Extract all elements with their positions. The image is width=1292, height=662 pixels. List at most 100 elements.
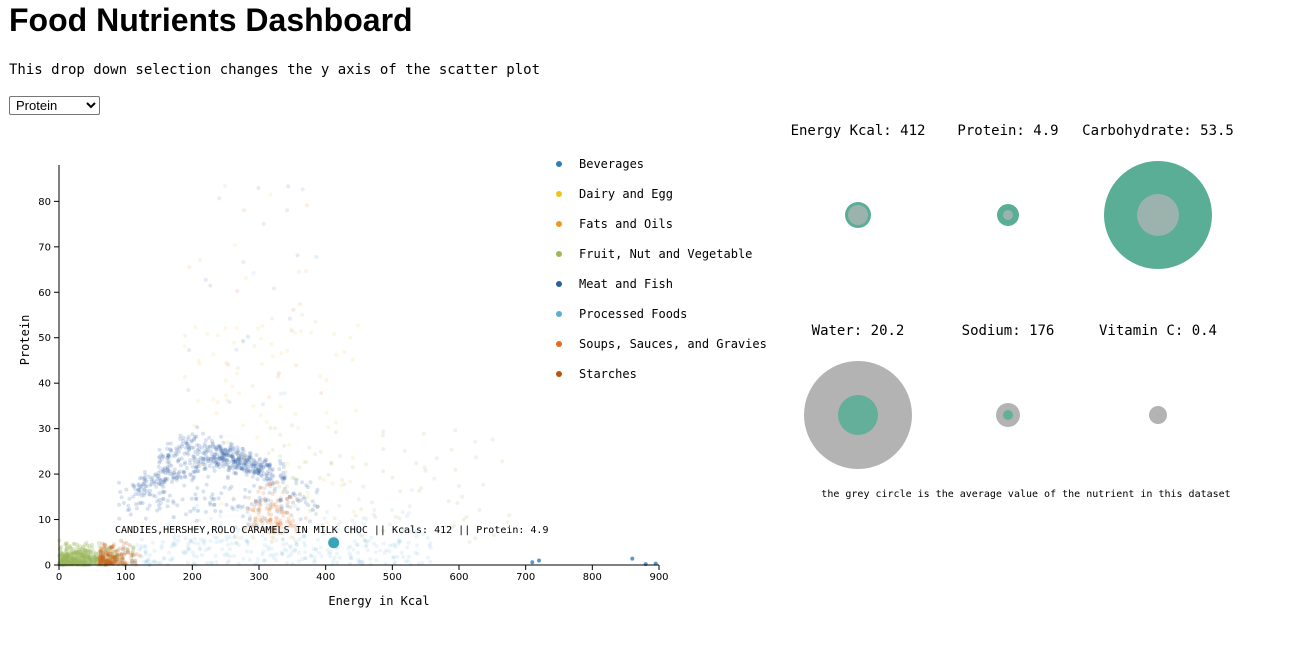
nutrient-bubble-group: Sodium: 176 [962,323,1054,427]
scatter-point [246,454,251,459]
scatter-point [171,541,176,546]
scatter-point [415,551,420,556]
scatter-point [86,549,91,554]
scatter-point [82,555,87,560]
scatter-point [131,553,136,558]
scatter-point [86,552,91,557]
scatter-point [275,480,280,485]
scatter-point [500,459,505,464]
scatter-point [101,553,106,558]
legend-item[interactable]: Meat and Fish [556,277,673,291]
scatter-point [195,448,200,452]
scatter-point [211,445,216,450]
scatter-point [78,555,83,560]
scatter-point [70,558,75,563]
scatter-point [402,449,407,453]
scatter-point [355,530,360,535]
scatter-point [143,545,148,550]
scatter-point [265,463,270,468]
scatter-point [194,554,199,559]
scatter-point [228,465,233,470]
scatter-point [226,464,231,469]
scatter-point [286,500,290,504]
scatter-point [325,520,329,525]
scatter-point [58,552,63,557]
scatter-point [254,502,259,507]
legend-item[interactable]: Processed Foods [556,307,687,321]
scatter-point [70,560,74,565]
scatter-point [227,487,232,491]
scatter-point [99,552,103,557]
scatter-point [315,487,320,492]
scatter-point [111,555,116,560]
legend-item[interactable]: Fats and Oils [556,217,673,231]
scatter-point [270,472,275,477]
scatter-point [255,326,260,331]
scatter-point [66,552,71,557]
scatter-point [161,469,166,474]
scatter-point [225,542,230,547]
legend-item[interactable]: Fruit, Nut and Vegetable [556,247,752,261]
scatter-point [298,491,302,496]
legend-item[interactable]: Dairy and Egg [556,187,673,201]
scatter-point [192,436,197,441]
y-tick-label: 50 [38,333,51,344]
scatter-point [276,529,281,534]
scatter-point [382,550,387,555]
scatter-point [133,560,138,565]
scatter-point [85,553,90,558]
scatter-point [204,482,209,487]
scatter-point [86,547,91,552]
legend-item[interactable]: Soups, Sauces, and Gravies [556,337,767,351]
scatter-point [161,490,166,495]
scatter-point [74,553,79,558]
scatter-point [195,399,200,403]
scatter-point [324,510,329,514]
scatter-point [234,540,239,545]
scatter-point [245,462,250,467]
scatter-point [119,552,124,557]
scatter-point [60,561,65,566]
scatter-point [294,540,299,544]
scatter-point [235,508,240,513]
scatter-point [253,516,258,521]
scatter-point [269,505,274,510]
scatter-point [142,470,147,474]
y-axis-dropdown[interactable]: Protein [9,96,100,115]
scatter-point [282,443,287,448]
highlighted-food-point[interactable] [328,537,340,549]
scatter-point [300,557,305,562]
scatter-point [295,507,300,512]
scatter-point [414,543,419,548]
scatter-point [423,468,428,473]
scatter-point [158,459,162,464]
scatter-point [245,521,250,526]
scatter-point [207,435,212,440]
scatter-point [63,560,68,565]
scatter-point [136,492,141,497]
scatter-point [246,464,251,469]
scatter-point [280,506,285,511]
scatter-point [108,559,113,564]
scatter-point [175,503,180,508]
scatter-point [157,455,162,460]
scatter-point [192,469,197,474]
scatter-point [130,545,135,550]
scatter-point [176,471,181,476]
scatter-point [175,459,180,464]
scatter-point [176,449,181,454]
scatter-point [287,519,292,524]
scatter-point [110,546,115,551]
scatter-point [249,462,254,467]
scatter-point [374,544,379,549]
legend-label: Fats and Oils [579,217,673,231]
scatter-point [174,472,179,477]
legend-item[interactable]: Beverages [556,157,644,171]
legend-item[interactable]: Starches [556,367,637,381]
legend-label: Processed Foods [579,307,687,321]
scatter-point [107,546,112,551]
scatter-point [305,495,310,500]
scatter-point [166,469,171,473]
scatter-point [69,556,74,561]
scatter-point [263,498,268,503]
